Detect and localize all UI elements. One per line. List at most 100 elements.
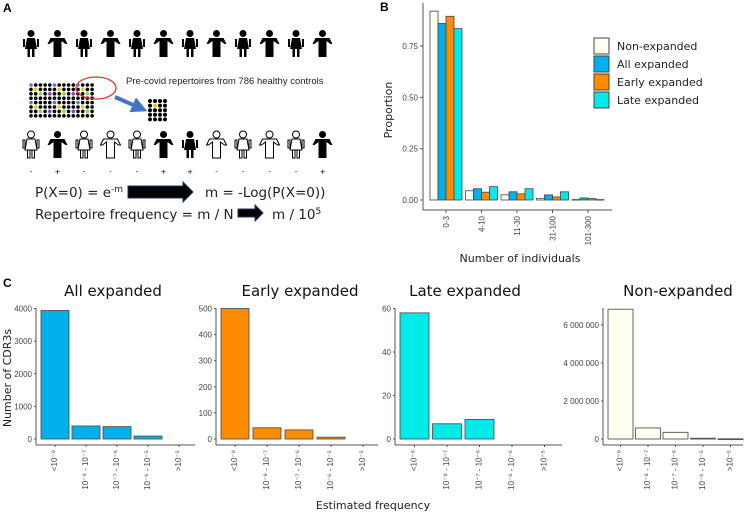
- body: [259, 38, 280, 57]
- repertoire-dot: [66, 114, 71, 118]
- repertoire-dot: [57, 87, 61, 92]
- bar-non-expanded: [465, 190, 474, 201]
- repertoire-dot: [57, 114, 61, 118]
- repertoire-dot: [38, 92, 43, 96]
- bar-late-expanded: [595, 199, 605, 201]
- dress: [78, 38, 90, 49]
- repertoire-dot: [90, 109, 94, 114]
- selected-dot: [163, 99, 167, 103]
- x-tick-label: <10⁻⁸: [616, 450, 625, 471]
- leg: [191, 49, 194, 57]
- repertoire-dot: [52, 92, 57, 96]
- bar-all-expanded: [544, 194, 553, 201]
- leg: [297, 49, 300, 57]
- y-tick-label: 4 000 000: [563, 359, 599, 368]
- repertoire-dot: [33, 92, 38, 96]
- repertoire-dot: [48, 114, 52, 118]
- repertoire-dot: [85, 114, 90, 118]
- repertoire-dot: [38, 109, 43, 114]
- bar-all-expanded: [508, 191, 518, 201]
- right-arrow-icon: [127, 180, 194, 204]
- selected-dot: [158, 112, 162, 117]
- selected-dot: [163, 108, 167, 113]
- repertoire-dot: [52, 87, 57, 92]
- repertoire-dot: [57, 96, 61, 100]
- bar: [635, 427, 661, 440]
- repertoire-dot: [90, 105, 94, 109]
- head: [160, 30, 167, 37]
- arm: [143, 39, 145, 47]
- legend-label: Non-expanded: [617, 40, 697, 53]
- leg: [27, 149, 31, 159]
- repertoire-dot: [33, 87, 38, 92]
- body: [100, 38, 121, 57]
- legend-label: All expanded: [617, 58, 689, 71]
- body: [206, 38, 227, 57]
- man-icon: [259, 30, 280, 57]
- subplot-non-expanded: Non-expanded 0 2 000 000 4 000 000 6 000 000…: [563, 282, 744, 490]
- repertoire-dot: [85, 87, 90, 92]
- repertoire-dot: [90, 87, 94, 92]
- man-icon: [312, 30, 333, 57]
- body: [153, 139, 174, 158]
- x-tick-label: >10⁻⁵: [726, 450, 735, 471]
- bar-all-expanded: [579, 197, 589, 201]
- repertoire-dot: [76, 96, 80, 100]
- bar: [220, 308, 250, 440]
- man-icon: [205, 130, 228, 159]
- arm: [89, 139, 93, 149]
- arm: [234, 139, 238, 149]
- legend-swatch: [593, 55, 610, 73]
- repertoire-dot: [29, 87, 33, 92]
- dress: [184, 139, 196, 150]
- y-tick-label: 0: [595, 435, 600, 444]
- repertoire-dot: [80, 100, 85, 105]
- dress: [77, 138, 91, 151]
- x-tick-label: 4-10: [478, 215, 487, 232]
- bar: [252, 427, 282, 440]
- repertoire-dot: [52, 105, 57, 109]
- arm: [302, 39, 304, 47]
- selected-dot: [158, 99, 162, 103]
- man-icon: [153, 30, 174, 57]
- x-tick-label: 0-3: [442, 215, 451, 227]
- repertoire-dot: [43, 105, 47, 109]
- head: [292, 130, 300, 139]
- y-tick-label: 0: [208, 435, 213, 444]
- arm: [76, 39, 78, 47]
- subplot-title: Late expanded: [409, 282, 521, 300]
- head: [160, 131, 167, 138]
- woman-icon: [23, 30, 39, 57]
- selected-dot: [163, 117, 167, 122]
- selected-dot: [148, 108, 152, 113]
- repertoire-dot: [29, 109, 33, 114]
- y-tick-label: 0.25: [402, 145, 418, 154]
- dress: [290, 38, 302, 49]
- panel-b-xlabel: Number of individuals: [460, 252, 581, 265]
- repertoire-dot: [62, 105, 66, 109]
- body: [205, 138, 228, 159]
- repertoire-dot: [76, 100, 80, 105]
- repertoire-dot: [52, 83, 57, 87]
- head: [80, 130, 88, 139]
- legend-swatch: [593, 73, 610, 91]
- dress: [237, 38, 249, 49]
- repertoire-dot: [62, 96, 66, 100]
- y-tick-label: 0.00: [402, 196, 418, 205]
- selected-dot: [163, 103, 167, 108]
- y-tick-label: 300: [199, 357, 213, 366]
- repertoire-dot: [80, 83, 85, 87]
- repertoire-dot: [62, 100, 66, 105]
- formula-1-left: P(X=0) = e-m: [35, 185, 123, 201]
- y-tick-label: 4000: [14, 305, 32, 314]
- formula-2-right: m / 105: [272, 207, 321, 223]
- arm: [36, 139, 40, 149]
- arm: [288, 39, 290, 47]
- woman-icon: [76, 30, 92, 57]
- repertoire-dot: [90, 100, 94, 105]
- repertoire-dot: [33, 109, 38, 114]
- bar-early-expanded: [481, 191, 490, 201]
- repertoire-dot: [52, 114, 57, 118]
- leg: [80, 49, 83, 57]
